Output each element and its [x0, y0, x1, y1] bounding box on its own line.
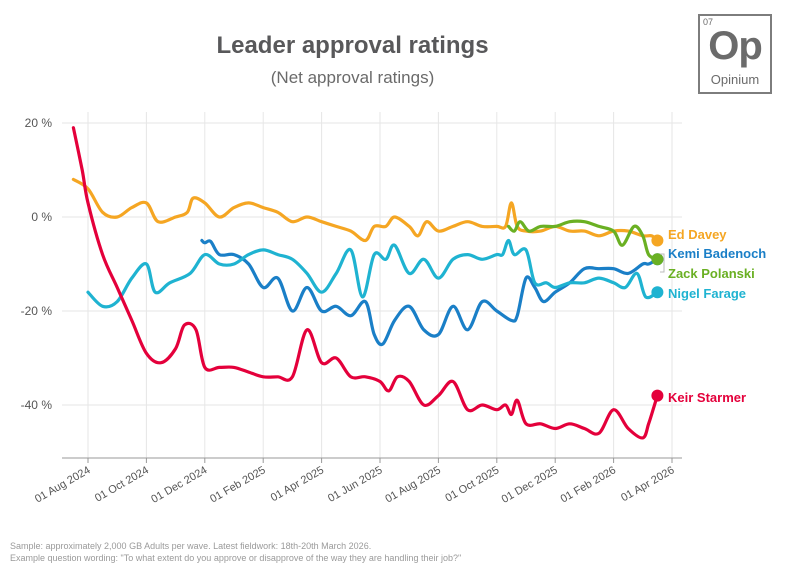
- series-label-ed-davey: Ed Davey: [668, 227, 727, 242]
- logo-number: 07: [703, 17, 714, 27]
- y-tick-label: -40 %: [21, 398, 53, 412]
- footer-sample: Sample: approximately 2,000 GB Adults pe…: [10, 541, 372, 551]
- endpoint-ed-davey: [651, 234, 664, 247]
- series-label-kemi-badenoch: Kemi Badenoch: [668, 246, 766, 261]
- series-labels: Ed Davey Kemi Badenoch Zack Polanski Nigel …: [660, 227, 766, 405]
- gridlines: [62, 112, 682, 458]
- y-tick-label: -20 %: [21, 304, 53, 318]
- x-tick-label: 01 Oct 2025: [443, 464, 501, 504]
- x-tick-label: 01 Dec 2024: [149, 464, 209, 506]
- series-line-ed-davey: [71, 177, 659, 243]
- series-label-nigel-farage: Nigel Farage: [668, 286, 746, 301]
- x-tick-label: 01 Apr 2026: [619, 464, 676, 504]
- x-tick-label: 01 Apr 2025: [269, 464, 326, 504]
- x-tick-label: 01 Aug 2024: [33, 464, 93, 505]
- series-line-kemi-badenoch: [200, 238, 659, 347]
- endpoint-zack-polanski: [651, 253, 664, 266]
- y-tick-label: 20 %: [25, 116, 53, 130]
- chart-subtitle: (Net approval ratings): [270, 68, 435, 87]
- x-tick-label: 01 Oct 2024: [93, 464, 151, 504]
- opinium-logo: 07 Op Opinium: [698, 14, 772, 94]
- series-line-nigel-farage: [86, 238, 659, 309]
- series-lines: [71, 126, 664, 440]
- series-line-keir-starmer: [71, 126, 659, 440]
- x-tick-label: 01 Feb 2025: [208, 464, 268, 505]
- x-tick-label: 01 Dec 2025: [500, 464, 560, 506]
- chart-title: Leader approval ratings: [216, 32, 489, 59]
- x-tick-label: 01 Feb 2026: [559, 464, 619, 505]
- series-label-keir-starmer: Keir Starmer: [668, 390, 746, 405]
- footer-wording: Example question wording: "To what exten…: [10, 553, 462, 563]
- series-label-zack-polanski: Zack Polanski: [668, 266, 755, 281]
- label-bracket: [660, 253, 665, 273]
- endpoint-nigel-farage: [651, 286, 664, 299]
- logo-symbol: Op: [708, 24, 763, 68]
- y-tick-label: 0 %: [31, 210, 52, 224]
- logo-name: Opinium: [710, 72, 760, 87]
- endpoint-keir-starmer: [651, 389, 664, 402]
- y-axis: 20 % 0 % -20 % -40 %: [21, 116, 53, 412]
- x-tick-label: 01 Jun 2025: [326, 464, 384, 505]
- x-tick-label: 01 Aug 2025: [383, 464, 443, 505]
- series-line-zack-polanski: [506, 219, 659, 261]
